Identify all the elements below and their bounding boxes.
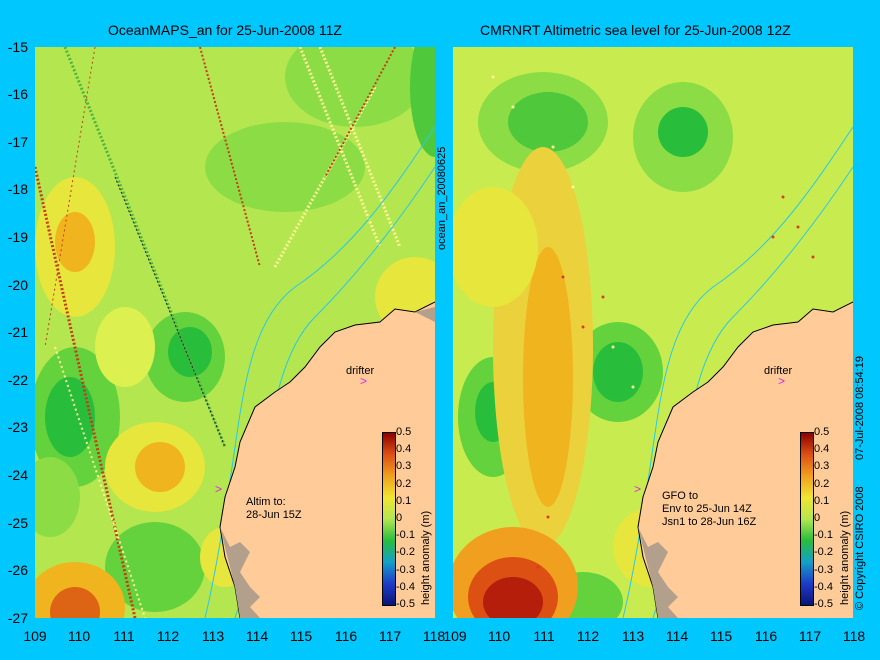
colorbar-tick: 0.1 [814, 495, 830, 507]
colorbar-tick: 0.5 [396, 426, 412, 438]
x-tick: 114 [245, 628, 269, 644]
x-tick: 115 [289, 628, 313, 644]
colorbar-tick: -0.4 [814, 581, 833, 593]
colorbar-tick: 0.3 [396, 460, 412, 472]
y-tick: -23 [7, 419, 28, 435]
y-tick: -24 [7, 467, 28, 483]
colorbar-tick: 0.2 [814, 478, 830, 490]
left-map-panel [35, 47, 435, 618]
x-tick: 116 [334, 628, 358, 644]
y-tick: -16 [7, 86, 28, 102]
colorbar-tick: 0.5 [814, 426, 830, 438]
right-drifter-marker: > [778, 374, 786, 388]
colorbar-tick: -0.5 [814, 598, 833, 610]
y-tick: -15 [7, 39, 28, 55]
left-drifter-label: drifter [346, 365, 375, 377]
colorbar-tick: -0.2 [396, 546, 415, 558]
x-tick: 111 [533, 628, 555, 644]
right-drifter-label: drifter [764, 365, 793, 377]
colorbar-tick: -0.5 [396, 598, 415, 610]
colorbar-tick: 0.1 [396, 495, 412, 507]
left-altim-line2: 28-Jun 15Z [246, 509, 302, 521]
colorbar-tick: 0.2 [396, 478, 412, 490]
x-tick: 116 [754, 628, 778, 644]
x-tick: 117 [378, 628, 402, 644]
colorbar-tick: -0.4 [396, 581, 415, 593]
colorbar-tick: 0 [396, 512, 403, 524]
right-jsn1-label: Jsn1 to 28-Jun 16Z [662, 516, 757, 528]
x-tick: 117 [798, 628, 822, 644]
y-tick: -22 [7, 372, 28, 388]
left-drifter-marker: > [360, 374, 368, 388]
x-tick: 118 [842, 628, 866, 644]
colorbar-tick: -0.1 [814, 529, 833, 541]
x-tick: 112 [156, 628, 180, 644]
right-gfo-label: GFO to [662, 490, 699, 502]
colorbar-tick: 0.4 [814, 443, 830, 455]
x-tick: 109 [23, 628, 47, 644]
left-altim-line1: Altim to: [246, 496, 286, 508]
y-tick: -19 [7, 229, 28, 245]
x-tick: 110 [487, 628, 511, 644]
x-tick: 113 [621, 628, 645, 644]
timestamp-label: 07-Jul-2008 08:54:19 [854, 356, 866, 460]
colorbar-tick: 0.3 [814, 460, 830, 472]
y-tick: -20 [7, 277, 28, 293]
right-colorbar-label: height anomaly (m) [839, 510, 851, 605]
x-tick: 118 [422, 628, 446, 644]
y-tick: -21 [7, 324, 28, 340]
colorbar-tick: 0 [814, 512, 821, 524]
x-tick: 111 [113, 628, 135, 644]
colorbar-tick: -0.3 [814, 564, 833, 576]
y-tick: -26 [7, 562, 28, 578]
right-gfo-marker: > [634, 482, 642, 496]
right-colorbar [800, 432, 814, 606]
left-colorbar [382, 432, 396, 606]
y-tick: -17 [7, 134, 28, 150]
left-map-title: OceanMAPS_an for 25-Jun-2008 11Z [108, 22, 342, 38]
right-env-label: Env to 25-Jun 14Z [662, 503, 752, 515]
x-tick: 109 [443, 628, 467, 644]
right-map-title: CMRNRT Altimetric sea level for 25-Jun-2… [480, 22, 791, 38]
left-altim-marker: > [215, 482, 223, 496]
x-tick: 113 [201, 628, 225, 644]
colorbar-tick: -0.3 [396, 564, 415, 576]
colorbar-tick: 0.4 [396, 443, 412, 455]
colorbar-tick: -0.1 [396, 529, 415, 541]
y-tick: -18 [7, 181, 28, 197]
x-tick: 115 [709, 628, 733, 644]
y-tick: -25 [7, 515, 28, 531]
y-tick: -27 [7, 610, 28, 626]
x-tick: 112 [576, 628, 600, 644]
left-side-label: ocean_an_20080625 [436, 146, 448, 250]
x-tick: 110 [67, 628, 91, 644]
right-map-panel [453, 47, 853, 618]
copyright-label: © Copyright CSIRO 2008 [854, 486, 866, 610]
colorbar-tick: -0.2 [814, 546, 833, 558]
x-tick: 114 [665, 628, 689, 644]
left-colorbar-label: height anomaly (m) [420, 510, 432, 605]
